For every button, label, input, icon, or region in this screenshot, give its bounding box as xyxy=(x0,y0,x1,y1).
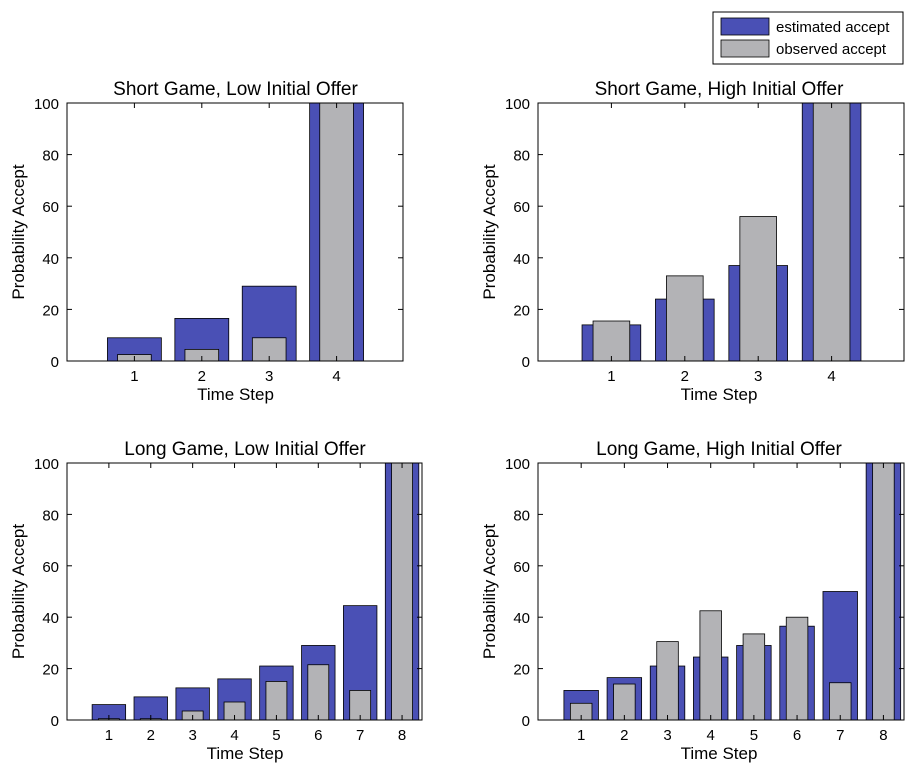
chart-title: Long Game, Low Initial Offer xyxy=(124,439,366,460)
bar-observed xyxy=(613,683,636,721)
x-tick-label: 7 xyxy=(356,727,364,744)
bar-observed xyxy=(391,462,413,721)
x-tick-label: 3 xyxy=(265,368,273,385)
y-tick-label: 80 xyxy=(513,507,530,524)
chart-title: Long Game, High Initial Offer xyxy=(596,439,842,460)
x-tick-label: 5 xyxy=(272,727,280,744)
y-tick-label: 20 xyxy=(513,302,530,319)
legend-label-estimated: estimated accept xyxy=(776,19,890,36)
x-tick-label: 7 xyxy=(836,727,844,744)
y-tick-label: 80 xyxy=(42,148,59,165)
x-tick-label: 5 xyxy=(750,727,758,744)
bar-observed xyxy=(666,275,704,362)
y-tick-label: 60 xyxy=(42,559,59,576)
y-axis-label: Probability Accept xyxy=(480,164,499,299)
x-axis-label: Time Step xyxy=(207,744,284,763)
x-tick-label: 3 xyxy=(754,368,762,385)
y-axis-label: Probability Accept xyxy=(480,524,499,659)
legend-swatch-observed xyxy=(720,39,770,58)
x-tick-label: 1 xyxy=(607,368,615,385)
bar-observed xyxy=(739,216,777,362)
y-tick-label: 20 xyxy=(42,302,59,319)
chart-panel: 0 20 40 60 80 100 1 2 3 4 Short Game, Low Initial … xyxy=(9,79,404,404)
bar-observed xyxy=(592,320,631,362)
x-tick-label: 6 xyxy=(314,727,322,744)
y-tick-label: 40 xyxy=(42,610,59,627)
bar-observed xyxy=(319,102,354,362)
y-tick-label: 40 xyxy=(513,610,530,627)
bar-observed xyxy=(829,682,852,721)
y-tick-label: 80 xyxy=(42,507,59,524)
y-tick-label: 100 xyxy=(34,456,59,473)
y-tick-label: 100 xyxy=(505,96,530,113)
legend-label-observed: observed accept xyxy=(776,41,887,58)
chart-title: Short Game, High Initial Offer xyxy=(595,79,845,100)
x-tick-label: 1 xyxy=(577,727,585,744)
bar-observed xyxy=(265,681,288,721)
x-tick-label: 6 xyxy=(793,727,801,744)
x-tick-label: 3 xyxy=(663,727,671,744)
chart-title: Short Game, Low Initial Offer xyxy=(113,79,358,100)
x-tick-label: 4 xyxy=(230,727,238,744)
x-tick-label: 1 xyxy=(105,727,113,744)
y-tick-label: 60 xyxy=(513,199,530,216)
x-tick-label: 8 xyxy=(398,727,406,744)
y-axis-label: Probability Accept xyxy=(9,524,28,659)
x-tick-label: 8 xyxy=(879,727,887,744)
plot-frame xyxy=(537,462,905,721)
bar-observed xyxy=(872,462,895,721)
chart-panel: 0 20 40 60 80 100 1 2 3 4 Short Game, High Initial… xyxy=(480,79,905,404)
legend: estimated accept observed accept xyxy=(712,11,904,65)
bar-observed xyxy=(812,102,851,362)
bar-observed xyxy=(785,616,809,721)
x-tick-label: 4 xyxy=(332,368,340,385)
x-tick-label: 2 xyxy=(198,368,206,385)
plot-frame xyxy=(66,462,423,721)
x-axis-label: Time Step xyxy=(681,385,758,404)
chart-panel: 0 20 40 60 80 100 1 2 3 4 5 6 7 8 Long Game, High Init… xyxy=(480,439,905,763)
y-tick-label: 60 xyxy=(513,559,530,576)
x-tick-label: 2 xyxy=(681,368,689,385)
x-tick-label: 2 xyxy=(620,727,628,744)
y-tick-label: 100 xyxy=(34,96,59,113)
x-tick-label: 4 xyxy=(707,727,715,744)
bar-observed xyxy=(656,641,679,721)
y-tick-label: 40 xyxy=(42,251,59,268)
bar-observed xyxy=(742,633,766,721)
plot-frame xyxy=(537,102,905,362)
legend-swatch-estimated xyxy=(720,17,770,36)
bar-observed xyxy=(307,664,330,721)
y-tick-label: 0 xyxy=(522,354,530,371)
x-tick-label: 1 xyxy=(130,368,138,385)
y-tick-label: 20 xyxy=(42,662,59,679)
y-tick-label: 40 xyxy=(513,251,530,268)
y-tick-label: 80 xyxy=(513,148,530,165)
x-tick-label: 3 xyxy=(188,727,196,744)
chart-panel: 0 20 40 60 80 100 1 2 3 4 5 6 7 8 Long Game, Low Initi… xyxy=(9,439,423,763)
y-tick-label: 0 xyxy=(51,713,59,730)
bar-observed xyxy=(699,610,722,721)
y-tick-label: 60 xyxy=(42,199,59,216)
y-axis-label: Probability Accept xyxy=(9,164,28,299)
y-tick-label: 0 xyxy=(51,354,59,371)
x-tick-label: 4 xyxy=(827,368,835,385)
x-tick-label: 2 xyxy=(147,727,155,744)
y-tick-label: 100 xyxy=(505,456,530,473)
y-tick-label: 0 xyxy=(522,713,530,730)
x-axis-label: Time Step xyxy=(681,744,758,763)
x-axis-label: Time Step xyxy=(197,385,274,404)
plot-frame xyxy=(66,102,404,362)
y-tick-label: 20 xyxy=(513,662,530,679)
